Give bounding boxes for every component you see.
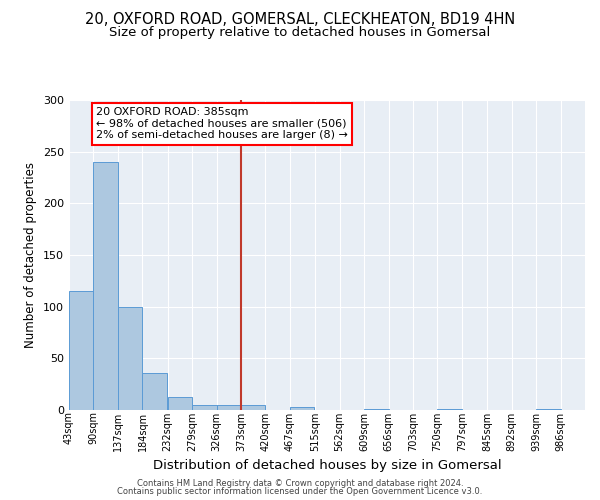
Text: Contains HM Land Registry data © Crown copyright and database right 2024.: Contains HM Land Registry data © Crown c… <box>137 478 463 488</box>
Bar <box>69 291 94 410</box>
Bar <box>94 162 118 410</box>
Bar <box>192 405 217 410</box>
Text: Size of property relative to detached houses in Gomersal: Size of property relative to detached ho… <box>109 26 491 39</box>
Bar <box>142 373 167 410</box>
Bar <box>437 409 462 410</box>
Bar <box>118 306 142 410</box>
Bar <box>536 409 560 410</box>
Text: 20, OXFORD ROAD, GOMERSAL, CLECKHEATON, BD19 4HN: 20, OXFORD ROAD, GOMERSAL, CLECKHEATON, … <box>85 12 515 28</box>
Text: 20 OXFORD ROAD: 385sqm
← 98% of detached houses are smaller (506)
2% of semi-det: 20 OXFORD ROAD: 385sqm ← 98% of detached… <box>96 107 348 140</box>
X-axis label: Distribution of detached houses by size in Gomersal: Distribution of detached houses by size … <box>152 459 502 472</box>
Bar <box>241 405 265 410</box>
Bar <box>217 405 241 410</box>
Bar <box>290 407 314 410</box>
Bar <box>167 396 192 410</box>
Text: Contains public sector information licensed under the Open Government Licence v3: Contains public sector information licen… <box>118 487 482 496</box>
Bar <box>364 409 389 410</box>
Y-axis label: Number of detached properties: Number of detached properties <box>25 162 37 348</box>
